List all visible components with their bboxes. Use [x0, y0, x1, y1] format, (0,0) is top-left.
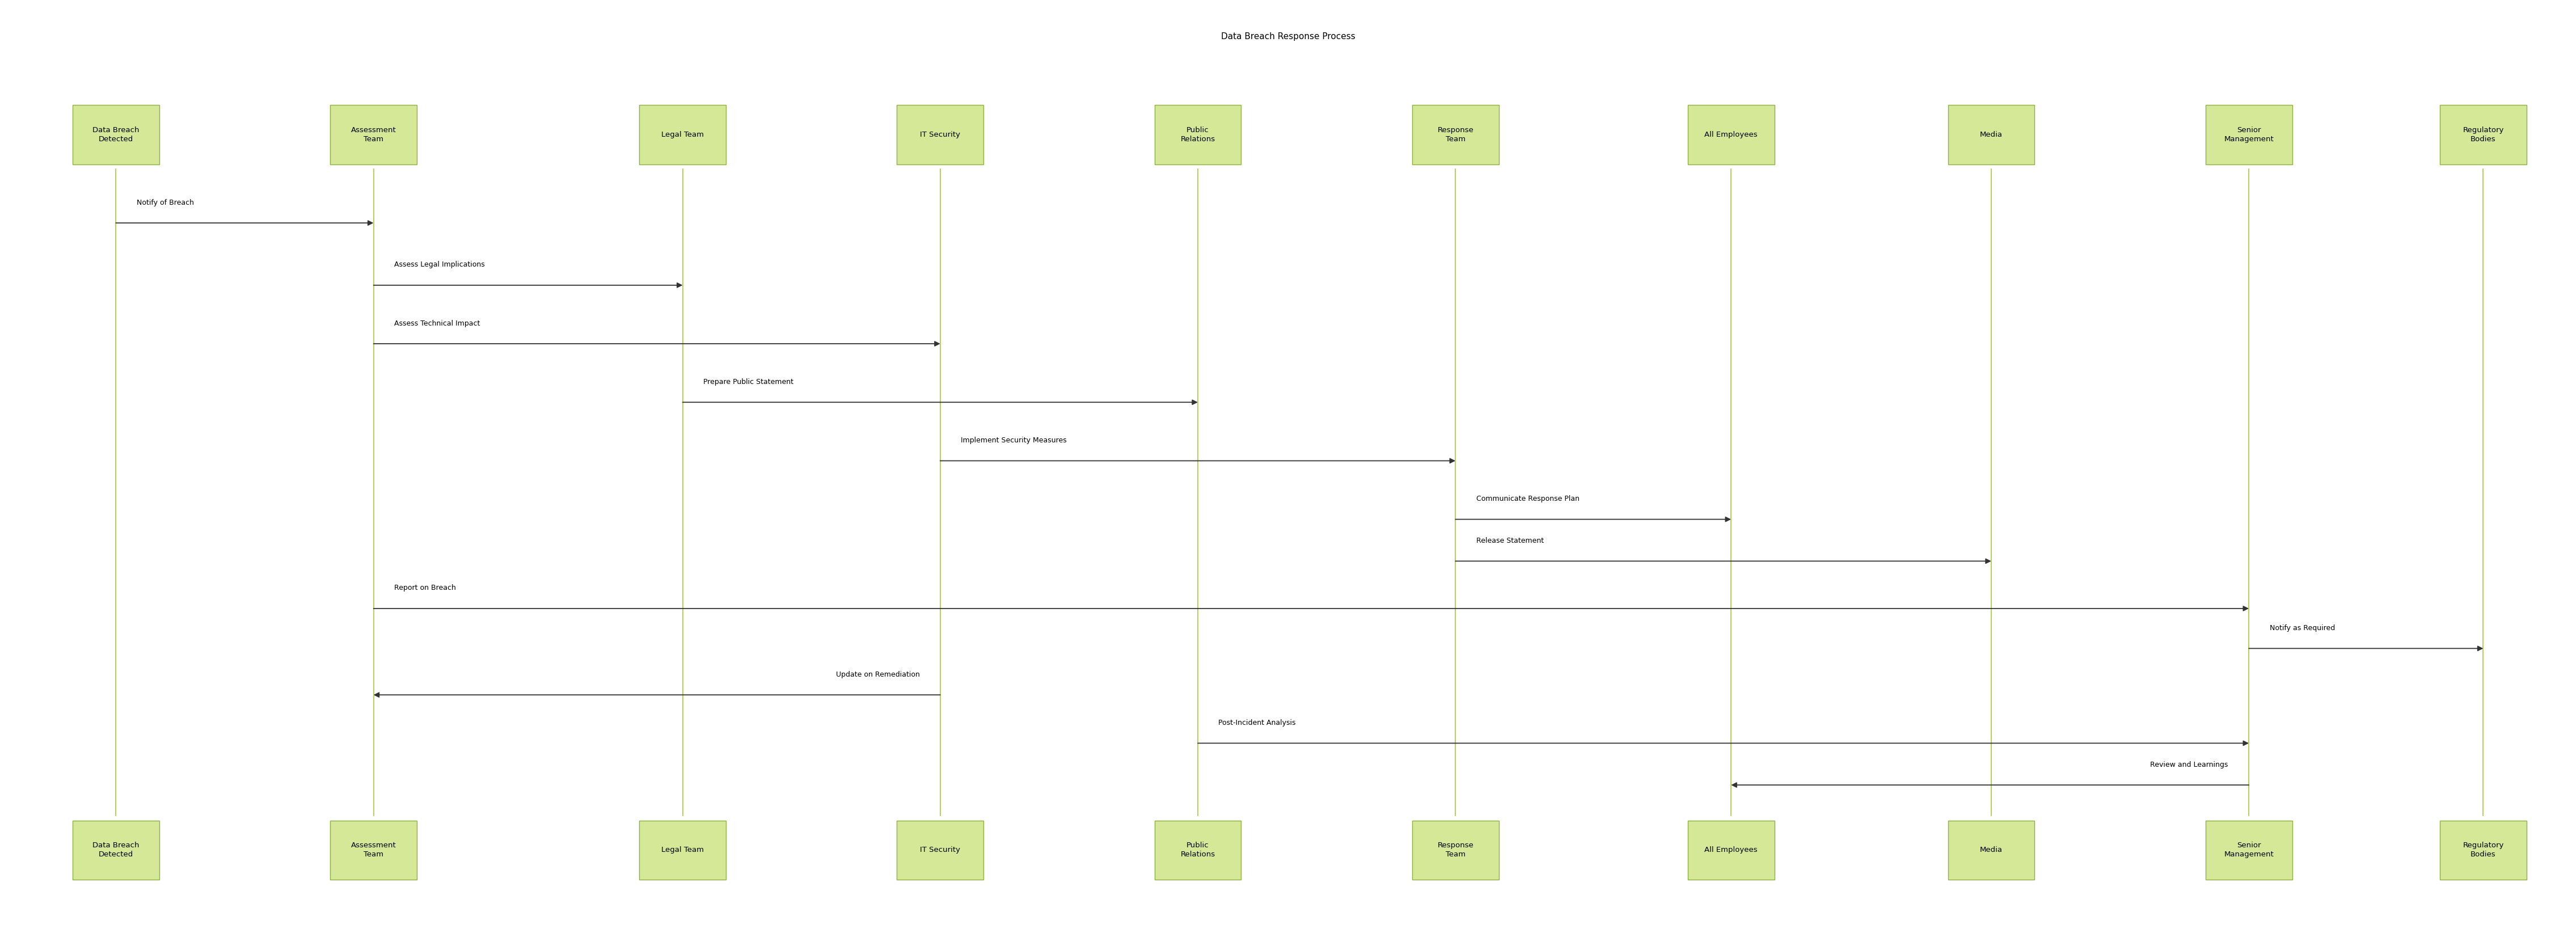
Text: Update on Remediation: Update on Remediation: [835, 671, 920, 678]
FancyBboxPatch shape: [2439, 105, 2527, 164]
Text: Assess Technical Impact: Assess Technical Impact: [394, 320, 479, 327]
Text: Notify of Breach: Notify of Breach: [137, 199, 193, 206]
FancyBboxPatch shape: [330, 820, 417, 880]
FancyBboxPatch shape: [2205, 105, 2293, 164]
FancyBboxPatch shape: [1947, 820, 2035, 880]
Text: Senior
Management: Senior Management: [2223, 126, 2275, 143]
FancyBboxPatch shape: [1154, 820, 1242, 880]
Text: Data Breach
Detected: Data Breach Detected: [93, 126, 139, 143]
Text: Release Statement: Release Statement: [1476, 537, 1543, 544]
Text: Report on Breach: Report on Breach: [394, 584, 456, 592]
Text: Senior
Management: Senior Management: [2223, 842, 2275, 858]
Text: Prepare Public Statement: Prepare Public Statement: [703, 378, 793, 386]
Text: Implement Security Measures: Implement Security Measures: [961, 437, 1066, 444]
FancyBboxPatch shape: [639, 820, 726, 880]
FancyBboxPatch shape: [896, 820, 984, 880]
FancyBboxPatch shape: [72, 820, 160, 880]
FancyBboxPatch shape: [1947, 105, 2035, 164]
Text: Legal Team: Legal Team: [662, 846, 703, 854]
Text: Review and Learnings: Review and Learnings: [2151, 761, 2228, 768]
Text: Notify as Required: Notify as Required: [2269, 624, 2334, 632]
Text: Assess Legal Implications: Assess Legal Implications: [394, 261, 484, 268]
Text: Data Breach Response Process: Data Breach Response Process: [1221, 33, 1355, 41]
FancyBboxPatch shape: [639, 105, 726, 164]
FancyBboxPatch shape: [2439, 820, 2527, 880]
FancyBboxPatch shape: [2205, 820, 2293, 880]
FancyBboxPatch shape: [1412, 105, 1499, 164]
FancyBboxPatch shape: [72, 105, 160, 164]
Text: Regulatory
Bodies: Regulatory Bodies: [2463, 126, 2504, 143]
Text: Assessment
Team: Assessment Team: [350, 126, 397, 143]
FancyBboxPatch shape: [896, 105, 984, 164]
Text: IT Security: IT Security: [920, 131, 961, 138]
Text: Public
Relations: Public Relations: [1180, 126, 1216, 143]
Text: Communicate Response Plan: Communicate Response Plan: [1476, 495, 1579, 503]
FancyBboxPatch shape: [1412, 820, 1499, 880]
FancyBboxPatch shape: [330, 105, 417, 164]
Text: IT Security: IT Security: [920, 846, 961, 854]
FancyBboxPatch shape: [1687, 105, 1775, 164]
Text: All Employees: All Employees: [1705, 131, 1757, 138]
FancyBboxPatch shape: [1687, 820, 1775, 880]
FancyBboxPatch shape: [1154, 105, 1242, 164]
Text: Legal Team: Legal Team: [662, 131, 703, 138]
Text: Post-Incident Analysis: Post-Incident Analysis: [1218, 719, 1296, 726]
Text: Response
Team: Response Team: [1437, 126, 1473, 143]
Text: Data Breach
Detected: Data Breach Detected: [93, 842, 139, 858]
Text: Regulatory
Bodies: Regulatory Bodies: [2463, 842, 2504, 858]
Text: Public
Relations: Public Relations: [1180, 842, 1216, 858]
Text: Response
Team: Response Team: [1437, 842, 1473, 858]
Text: Assessment
Team: Assessment Team: [350, 842, 397, 858]
Text: Media: Media: [1981, 846, 2002, 854]
Text: All Employees: All Employees: [1705, 846, 1757, 854]
Text: Media: Media: [1981, 131, 2002, 138]
